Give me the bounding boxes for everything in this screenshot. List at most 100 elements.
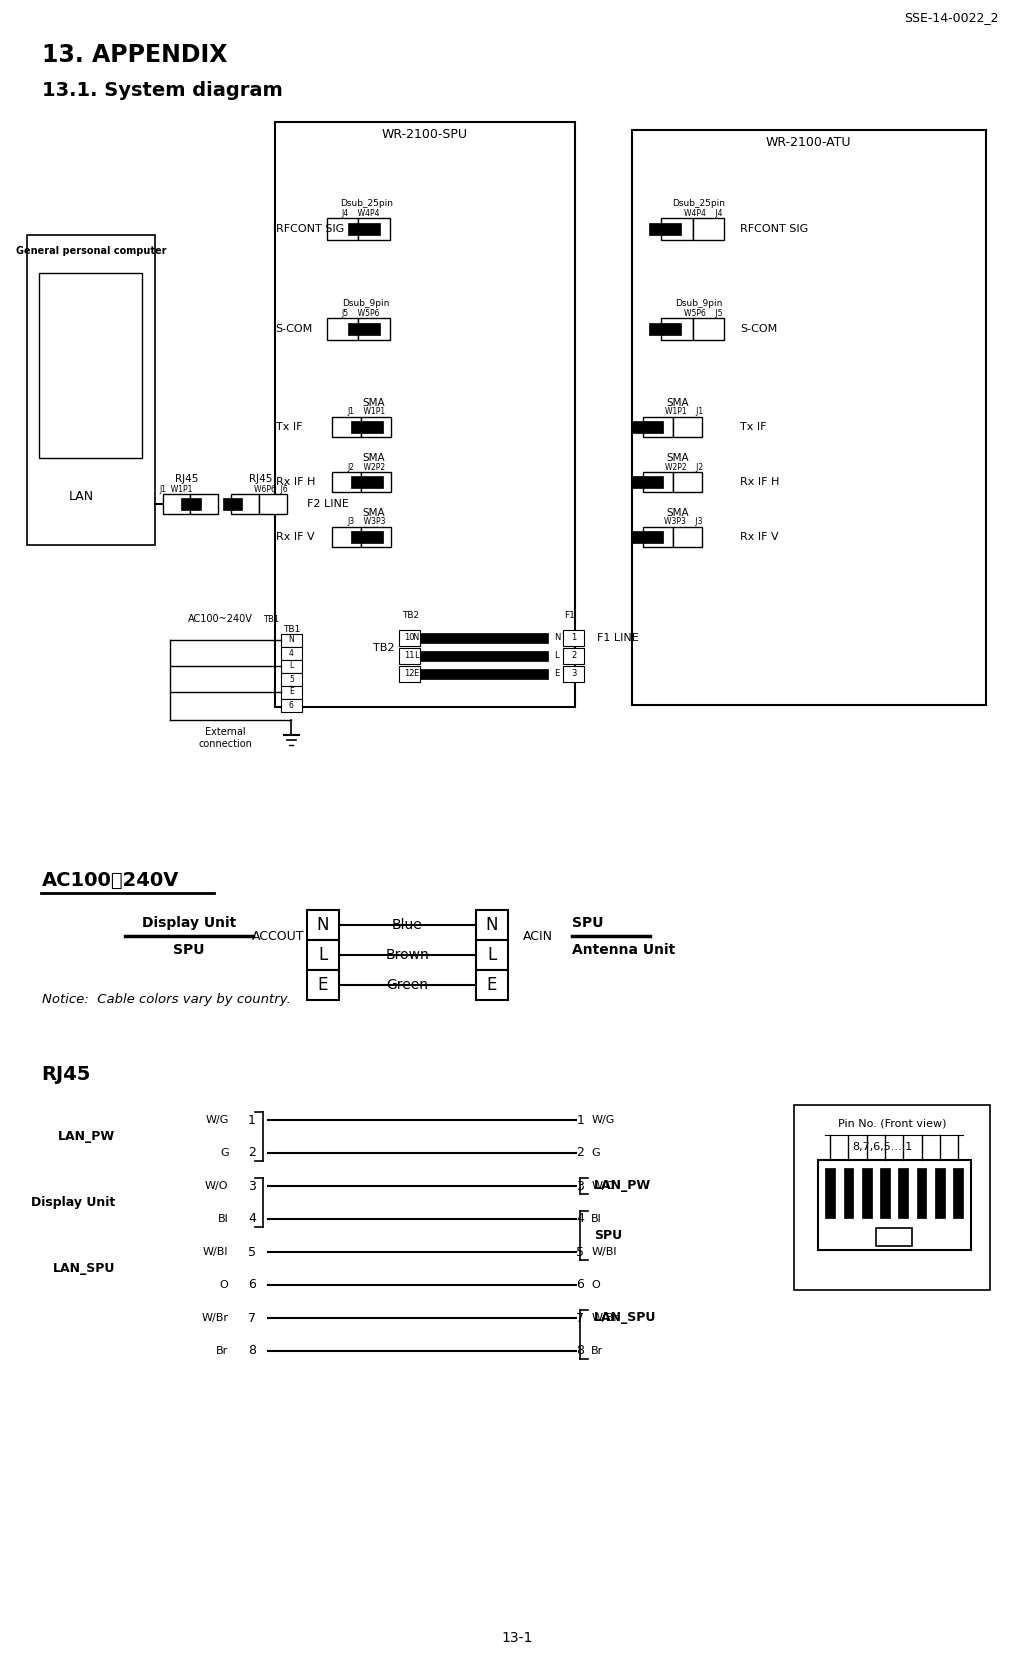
Bar [361, 417, 391, 437]
Text: J2    W2P2: J2 W2P2 [347, 462, 385, 472]
Text: Brown: Brown [386, 948, 430, 962]
Text: L: L [413, 652, 418, 660]
Text: J3    W3P3: J3 W3P3 [347, 518, 386, 526]
Bar [649, 323, 681, 334]
Text: Rx IF H: Rx IF H [740, 477, 779, 487]
Text: 1: 1 [576, 1114, 584, 1127]
Text: N: N [412, 634, 418, 642]
Text: 3: 3 [571, 670, 576, 679]
Bar [351, 420, 383, 434]
Bar [26, 235, 155, 544]
Bar [231, 493, 259, 515]
Text: 13. APPENDIX: 13. APPENDIX [42, 43, 227, 66]
Text: 7: 7 [248, 1311, 257, 1324]
Text: W1P1    J1: W1P1 J1 [665, 407, 702, 417]
Text: 1: 1 [571, 634, 576, 642]
Text: 3: 3 [576, 1180, 584, 1193]
Bar [876, 1228, 912, 1246]
Bar [420, 650, 548, 660]
Text: Notice:  Cable colors vary by country.: Notice: Cable colors vary by country. [42, 993, 290, 1006]
Bar [826, 1168, 835, 1218]
Bar [862, 1168, 871, 1218]
Text: W/Br: W/Br [202, 1312, 228, 1322]
Bar [332, 526, 361, 548]
Bar [358, 318, 390, 339]
Text: 4: 4 [289, 649, 294, 657]
Text: N: N [288, 636, 294, 644]
Text: 6: 6 [289, 700, 294, 710]
Bar [631, 531, 663, 543]
Text: Tx IF: Tx IF [276, 422, 302, 432]
Bar [563, 649, 584, 664]
Text: Tx IF: Tx IF [740, 422, 767, 432]
Text: LAN_SPU: LAN_SPU [53, 1263, 115, 1274]
Text: SSE-14-0022_2: SSE-14-0022_2 [904, 12, 999, 25]
Text: 5: 5 [248, 1246, 257, 1258]
Bar [420, 669, 548, 679]
Bar [399, 665, 420, 682]
Text: 8: 8 [248, 1344, 257, 1357]
Text: 10: 10 [404, 634, 414, 642]
Text: TB2: TB2 [374, 644, 395, 654]
Text: Dsub_25pin: Dsub_25pin [672, 200, 725, 209]
Text: E: E [318, 976, 328, 995]
Bar [281, 698, 302, 712]
Text: Display Unit: Display Unit [32, 1197, 115, 1210]
Bar [351, 477, 383, 488]
Text: J5    W5P6: J5 W5P6 [341, 308, 380, 318]
Text: 6: 6 [248, 1279, 257, 1291]
Text: L: L [319, 947, 328, 963]
Bar [358, 218, 390, 240]
Bar [307, 940, 339, 970]
Bar [844, 1168, 853, 1218]
Bar [916, 1168, 926, 1218]
Bar [420, 632, 548, 644]
Text: LAN_SPU: LAN_SPU [595, 1311, 657, 1324]
Bar [818, 1160, 971, 1250]
Bar [361, 526, 391, 548]
Text: F2 LINE: F2 LINE [307, 500, 349, 510]
Text: TB2: TB2 [402, 611, 419, 621]
Text: Rx IF V: Rx IF V [276, 531, 315, 541]
Bar [476, 940, 508, 970]
Text: W4P4    J4: W4P4 J4 [684, 209, 723, 217]
Text: Rx IF H: Rx IF H [276, 477, 316, 487]
Bar [661, 218, 692, 240]
Text: N: N [554, 634, 560, 642]
Bar [399, 649, 420, 664]
Bar [476, 910, 508, 940]
Bar [649, 223, 681, 235]
Text: 8,7,6,5....1: 8,7,6,5....1 [852, 1142, 912, 1152]
Text: F1: F1 [564, 611, 575, 621]
Text: 4: 4 [576, 1213, 584, 1225]
Bar [361, 472, 391, 492]
Text: Green: Green [387, 978, 429, 991]
Text: RJ45: RJ45 [174, 473, 197, 483]
Bar [935, 1168, 945, 1218]
Bar [953, 1168, 963, 1218]
Text: 11: 11 [404, 652, 414, 660]
Text: 13.1. System diagram: 13.1. System diagram [42, 81, 282, 99]
Text: E: E [487, 976, 497, 995]
Bar [643, 417, 673, 437]
Text: G: G [591, 1149, 600, 1158]
Text: J1  W1P1: J1 W1P1 [160, 485, 193, 493]
Bar [275, 122, 574, 707]
Text: 6: 6 [576, 1279, 584, 1291]
Text: ACCOUT: ACCOUT [251, 930, 304, 942]
Text: 7: 7 [576, 1311, 584, 1324]
Bar [631, 420, 663, 434]
Text: Dsub_9pin: Dsub_9pin [342, 300, 390, 308]
Text: SPU: SPU [572, 915, 603, 930]
Text: W/Bl: W/Bl [591, 1246, 617, 1258]
Text: E: E [413, 670, 418, 679]
Bar [898, 1168, 908, 1218]
Text: RJ45: RJ45 [249, 473, 273, 483]
Bar [631, 477, 663, 488]
Text: L: L [554, 652, 559, 660]
Text: L: L [488, 947, 497, 963]
Text: WR-2100-SPU: WR-2100-SPU [382, 129, 467, 141]
Bar [794, 1106, 991, 1289]
Bar [643, 526, 673, 548]
Bar [307, 910, 339, 940]
